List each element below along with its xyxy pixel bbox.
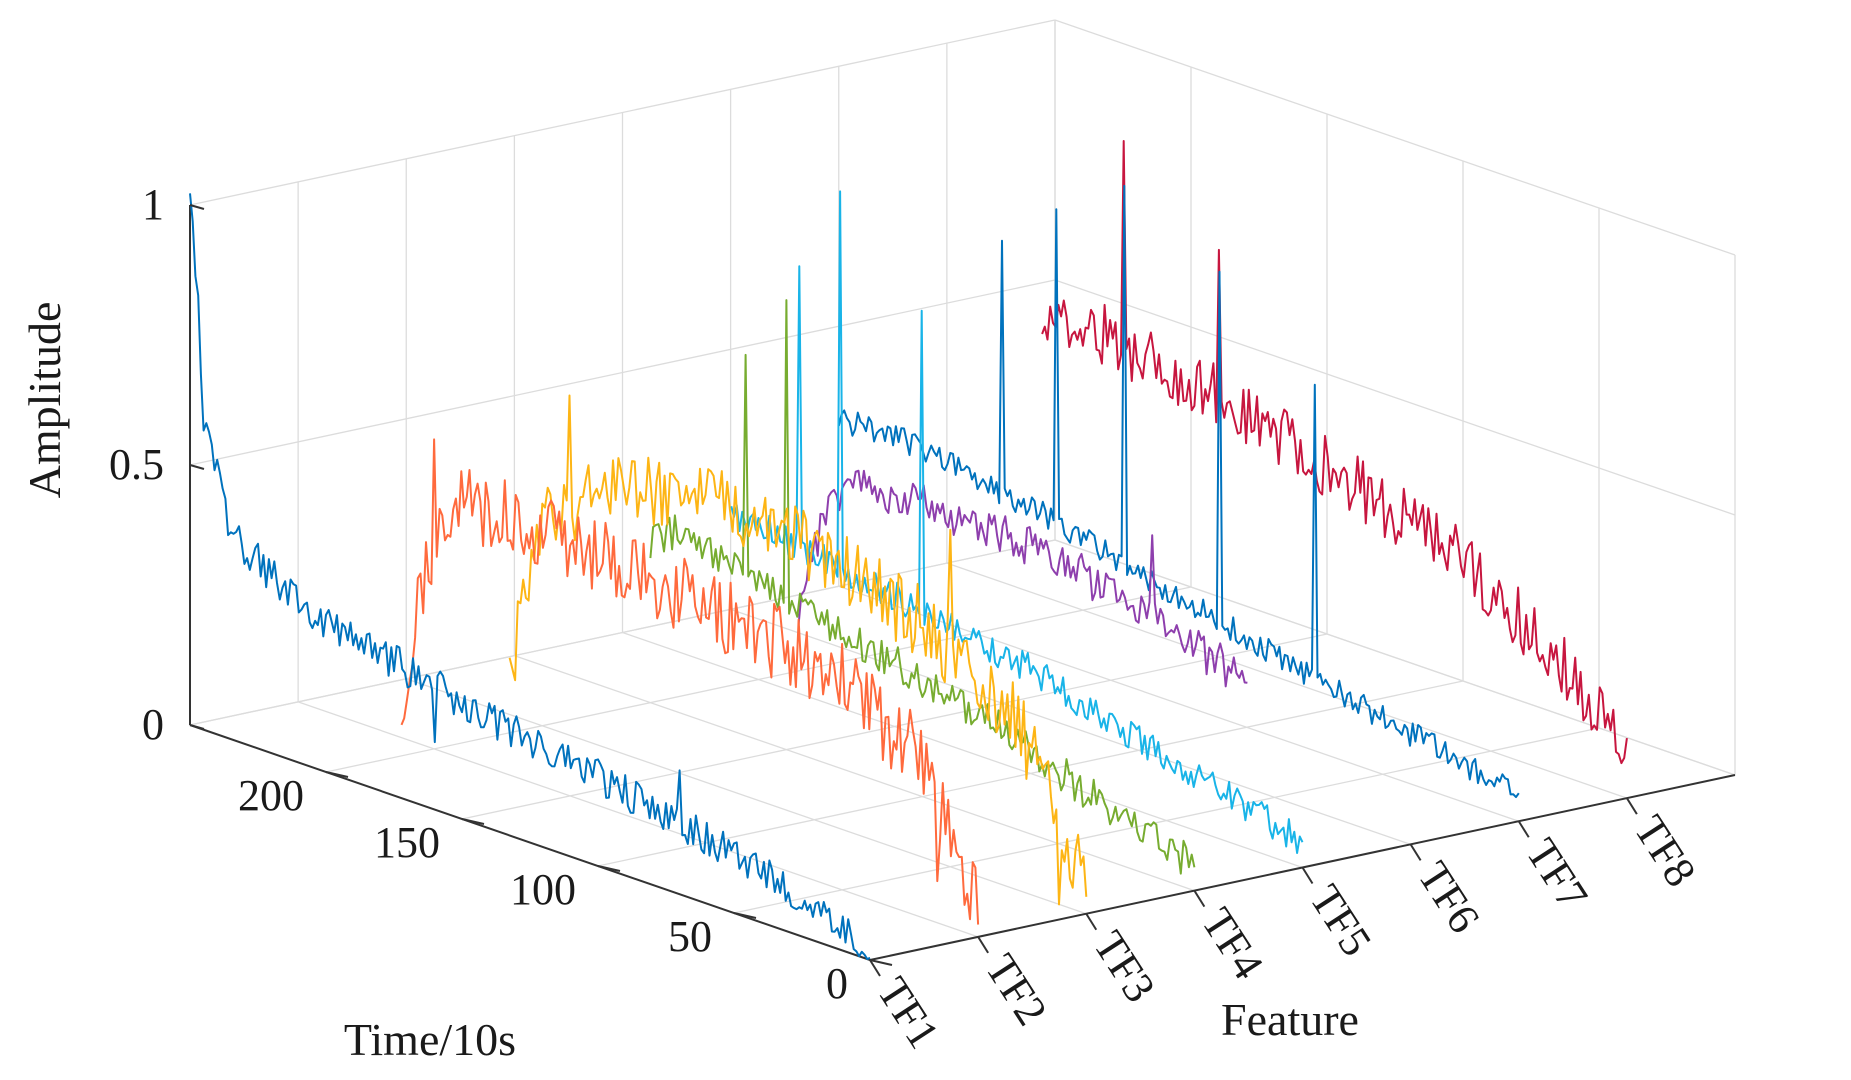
series-layer xyxy=(189,140,1628,961)
time-tick-label: 0 xyxy=(826,959,848,1008)
feature-tick-mark xyxy=(977,936,989,954)
back-wall-gridline-horizontal xyxy=(189,19,1056,206)
amplitude-tick-mark xyxy=(189,724,205,730)
amplitude-tick-mark xyxy=(189,204,205,210)
side-wall-gridline-horizontal xyxy=(1054,19,1736,256)
series-line-tf6 xyxy=(797,469,1248,688)
floor-gridline-feature xyxy=(297,701,979,938)
amplitude-axis-label: Amplitude xyxy=(19,302,70,499)
floor-gridline-feature xyxy=(946,562,1628,799)
series-line-tf1 xyxy=(189,193,871,961)
time-tick-label: 200 xyxy=(238,771,304,820)
feature-tick-label: TF5 xyxy=(1300,876,1381,964)
feature-tick-label: TF6 xyxy=(1408,853,1489,941)
time-tick-mark xyxy=(869,959,893,966)
amplitude-tick-mark xyxy=(189,464,205,470)
time-axis-line xyxy=(189,724,871,961)
feature-tick-mark xyxy=(1409,843,1422,861)
side-wall-gridline-horizontal xyxy=(1054,279,1736,516)
back-wall-gridline-horizontal xyxy=(189,279,1056,466)
feature-tick-mark xyxy=(1085,913,1098,931)
time-tick-label: 150 xyxy=(374,818,440,867)
time-tick-mark xyxy=(733,912,757,919)
feature-tick-label: TF2 xyxy=(976,946,1057,1034)
time-axis-label: Time/10s xyxy=(344,1014,516,1065)
feature-tick-label: TF7 xyxy=(1516,830,1597,918)
feature-tick-mark xyxy=(1517,820,1530,838)
feature-tick-mark xyxy=(1626,797,1638,815)
feature-tick-label: TF4 xyxy=(1192,899,1273,987)
feature-tick-label: TF8 xyxy=(1624,807,1705,895)
feature-tick-mark xyxy=(1193,890,1206,908)
series-line-tf2 xyxy=(400,438,980,925)
time-tick-label: 100 xyxy=(510,865,576,914)
series-line-tf3 xyxy=(508,394,1088,906)
series-line-tf7 xyxy=(837,184,1520,799)
time-tick-label: 50 xyxy=(668,912,712,961)
floor-gridline-feature xyxy=(622,631,1303,869)
feature-tick-mark xyxy=(1301,866,1314,885)
floor-gridline-feature xyxy=(838,585,1519,822)
back-wall-gridline-horizontal xyxy=(189,539,1056,726)
amplitude-tick-label: 0.5 xyxy=(109,440,164,489)
time-tick-mark xyxy=(325,771,349,778)
floor-gridline-feature xyxy=(730,608,1411,845)
feature-tick-mark xyxy=(869,959,881,977)
time-tick-mark xyxy=(461,818,485,825)
amplitude-tick-label: 0 xyxy=(142,700,164,749)
floor-gridline-feature xyxy=(514,655,1195,892)
feature-tick-label: TF3 xyxy=(1084,923,1165,1011)
time-tick-mark xyxy=(597,865,621,872)
feature-axis-label: Feature xyxy=(1221,994,1359,1045)
amplitude-tick-label: 1 xyxy=(142,180,164,229)
side-wall-gridline-horizontal xyxy=(1054,539,1736,776)
series-line-tf8 xyxy=(1041,140,1628,765)
series-line-tf4 xyxy=(649,299,1196,875)
grid-layer xyxy=(189,19,1736,961)
feature-tick-label: TF1 xyxy=(868,969,949,1057)
